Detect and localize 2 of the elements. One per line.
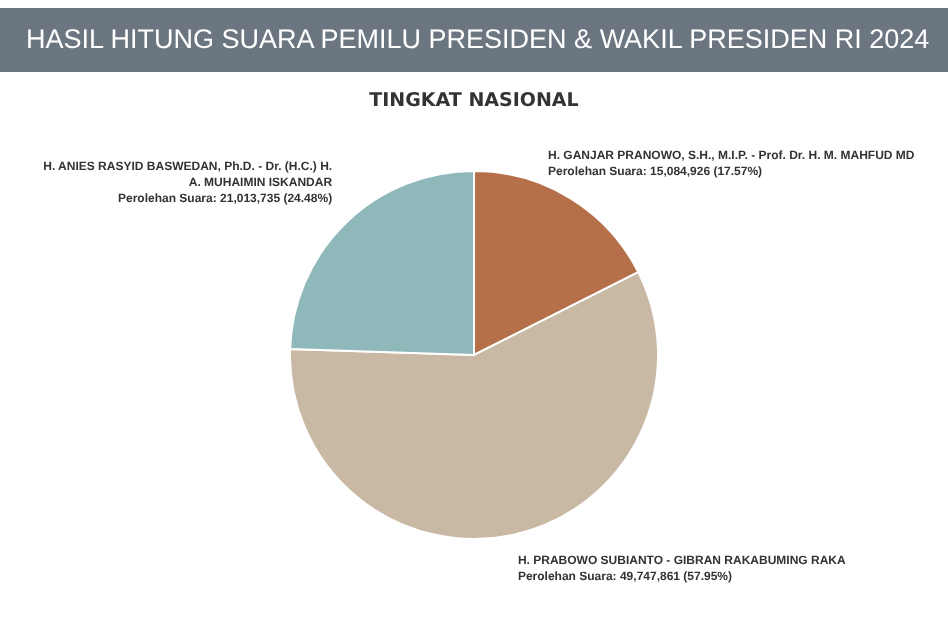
chart-title: HASIL HITUNG SUARA PEMILU PRESIDEN & WAKIL PRESIDEN RI 2024 xyxy=(0,8,948,72)
chart-subtitle: TINGKAT NASIONAL xyxy=(367,90,581,116)
